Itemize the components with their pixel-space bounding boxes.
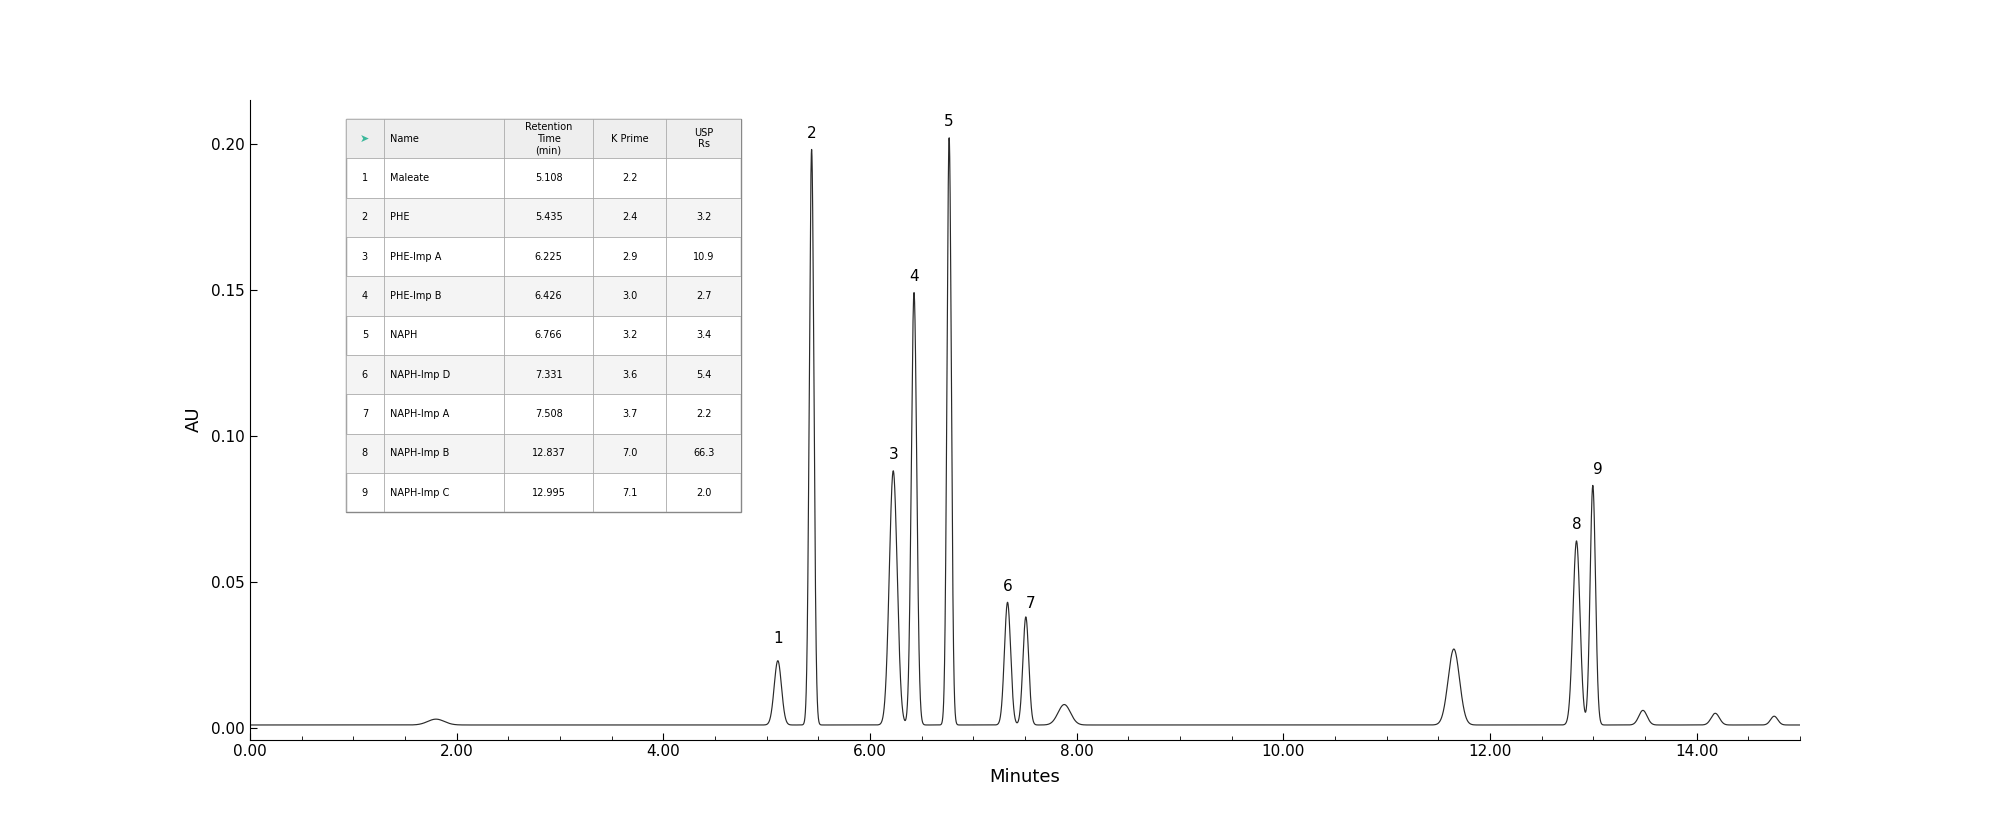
- Text: NAPH-Imp D: NAPH-Imp D: [390, 370, 450, 380]
- Text: 3.0: 3.0: [622, 291, 638, 301]
- Text: 7: 7: [362, 409, 368, 419]
- Text: NAPH-Imp A: NAPH-Imp A: [390, 409, 448, 419]
- Text: 7: 7: [1026, 596, 1036, 611]
- Text: 8: 8: [362, 449, 368, 459]
- Text: 6.426: 6.426: [534, 291, 562, 301]
- Text: NAPH: NAPH: [390, 331, 416, 341]
- Text: NAPH-Imp C: NAPH-Imp C: [390, 488, 448, 498]
- Text: PHE-Imp B: PHE-Imp B: [390, 291, 442, 301]
- Bar: [346, 355, 742, 395]
- Text: 2.4: 2.4: [622, 212, 638, 223]
- Text: 5.4: 5.4: [696, 370, 712, 380]
- Text: 2.2: 2.2: [622, 173, 638, 183]
- Text: 6.225: 6.225: [534, 252, 562, 262]
- Text: 3: 3: [888, 447, 898, 462]
- Bar: [346, 434, 742, 473]
- Text: 2.7: 2.7: [696, 291, 712, 301]
- Text: 12.995: 12.995: [532, 488, 566, 498]
- X-axis label: Minutes: Minutes: [990, 768, 1060, 786]
- Text: 66.3: 66.3: [694, 449, 714, 459]
- Text: 2.0: 2.0: [696, 488, 712, 498]
- Text: 3.2: 3.2: [696, 212, 712, 223]
- Text: NAPH-Imp B: NAPH-Imp B: [390, 449, 448, 459]
- Text: 9: 9: [362, 488, 368, 498]
- Text: 5: 5: [944, 114, 954, 129]
- Text: 2.2: 2.2: [696, 409, 712, 419]
- Text: 2: 2: [806, 125, 816, 140]
- Text: 5.108: 5.108: [534, 173, 562, 183]
- Text: 3.6: 3.6: [622, 370, 638, 380]
- Text: PHE-Imp A: PHE-Imp A: [390, 252, 440, 262]
- Text: 3.7: 3.7: [622, 409, 638, 419]
- Bar: [346, 198, 742, 237]
- Bar: [346, 277, 742, 316]
- Text: USP
Rs: USP Rs: [694, 128, 714, 150]
- Y-axis label: AU: AU: [186, 407, 204, 432]
- Text: 3.4: 3.4: [696, 331, 712, 341]
- Bar: [346, 119, 742, 158]
- Text: K Prime: K Prime: [610, 134, 648, 144]
- Text: 7.508: 7.508: [534, 409, 562, 419]
- Text: ➤: ➤: [360, 134, 370, 144]
- Text: 6.766: 6.766: [534, 331, 562, 341]
- Text: 5.435: 5.435: [534, 212, 562, 223]
- Text: Retention
Time
(min): Retention Time (min): [524, 122, 572, 155]
- Text: 7.331: 7.331: [534, 370, 562, 380]
- Text: 2.9: 2.9: [622, 252, 638, 262]
- Text: 7.0: 7.0: [622, 449, 638, 459]
- Text: 1: 1: [774, 631, 782, 646]
- Text: 3: 3: [362, 252, 368, 262]
- Text: 9: 9: [1594, 462, 1602, 477]
- Text: 12.837: 12.837: [532, 449, 566, 459]
- Text: 6: 6: [362, 370, 368, 380]
- Text: 10.9: 10.9: [694, 252, 714, 262]
- Text: Name: Name: [390, 134, 418, 144]
- Text: 6: 6: [1002, 578, 1012, 593]
- Text: 4: 4: [362, 291, 368, 301]
- Text: 3.2: 3.2: [622, 331, 638, 341]
- Text: PHE: PHE: [390, 212, 410, 223]
- Text: 1: 1: [362, 173, 368, 183]
- Text: 7.1: 7.1: [622, 488, 638, 498]
- Text: Maleate: Maleate: [390, 173, 428, 183]
- Text: 4: 4: [910, 268, 918, 284]
- Text: 2: 2: [362, 212, 368, 223]
- Text: 8: 8: [1572, 517, 1582, 532]
- Text: 5: 5: [362, 331, 368, 341]
